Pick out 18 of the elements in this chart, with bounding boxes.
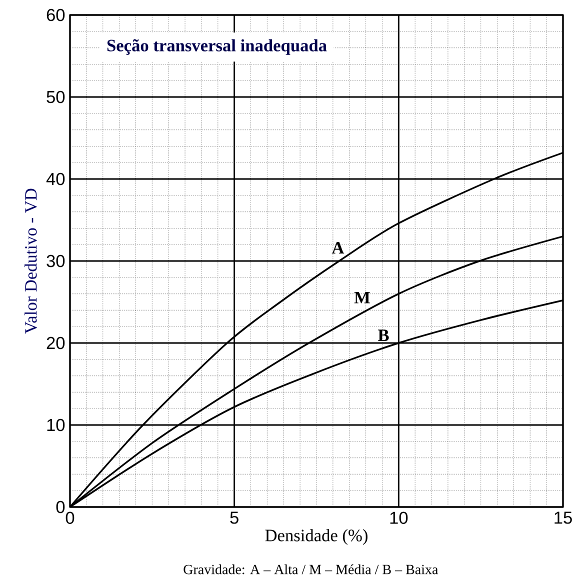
text: Seção transversal inadequada [107,39,327,55]
series-label: A [332,242,344,254]
x-tick-label: 15 [554,512,572,524]
y-tick-label: 20 [46,336,65,350]
y-axis-title: Valor Dedutivo - VD [24,188,37,334]
y-tick-label: 50 [46,90,65,104]
series-label: M [354,292,370,304]
x-tick-label: 0 [66,512,74,524]
series-label: B [378,330,389,342]
y-tick-label: 30 [46,254,65,268]
x-axis-title: Densidade (%) [265,529,368,545]
y-tick-label: 0 [56,500,65,514]
y-tick-label: 40 [46,172,65,186]
x-tick-label: 5 [230,512,238,524]
x-tick-label: 10 [390,512,408,524]
y-tick-label: 60 [46,8,65,22]
y-tick-label: 10 [47,418,65,432]
text: Gravidade: A – Alta / M – Média / B – Baixa [184,564,438,574]
